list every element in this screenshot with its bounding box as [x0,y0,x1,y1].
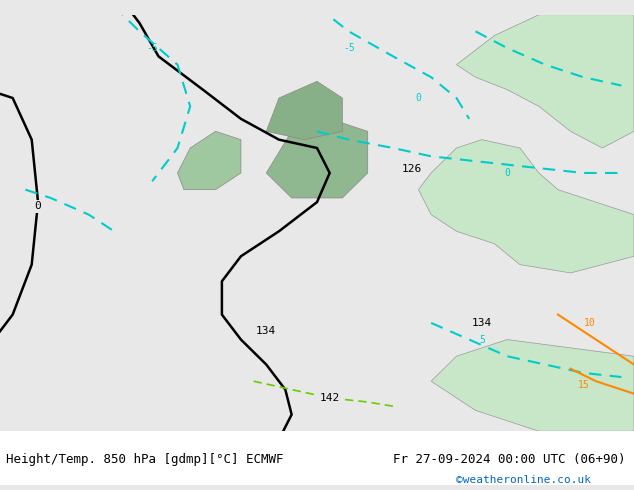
Polygon shape [266,81,342,140]
Text: 126: 126 [402,164,422,174]
Polygon shape [418,140,634,273]
Text: 0: 0 [35,201,41,211]
Polygon shape [178,131,241,190]
Text: 15: 15 [578,380,589,391]
Text: 134: 134 [256,326,276,336]
Text: 0: 0 [415,93,422,103]
Polygon shape [431,340,634,431]
Text: 142: 142 [320,393,340,403]
Text: 5: 5 [479,335,485,344]
Polygon shape [456,15,634,148]
Text: -5: -5 [146,43,158,53]
Text: 0: 0 [504,168,510,178]
Text: Height/Temp. 850 hPa [gdmp][°C] ECMWF: Height/Temp. 850 hPa [gdmp][°C] ECMWF [6,453,284,466]
Text: 134: 134 [472,318,492,328]
Bar [0,431,634,485]
Text: -5: -5 [343,43,354,53]
Text: Fr 27-09-2024 00:00 UTC (06+90): Fr 27-09-2024 00:00 UTC (06+90) [393,453,626,466]
Text: ©weatheronline.co.uk: ©weatheronline.co.uk [456,475,592,485]
Polygon shape [266,119,368,198]
Text: 10: 10 [584,318,595,328]
